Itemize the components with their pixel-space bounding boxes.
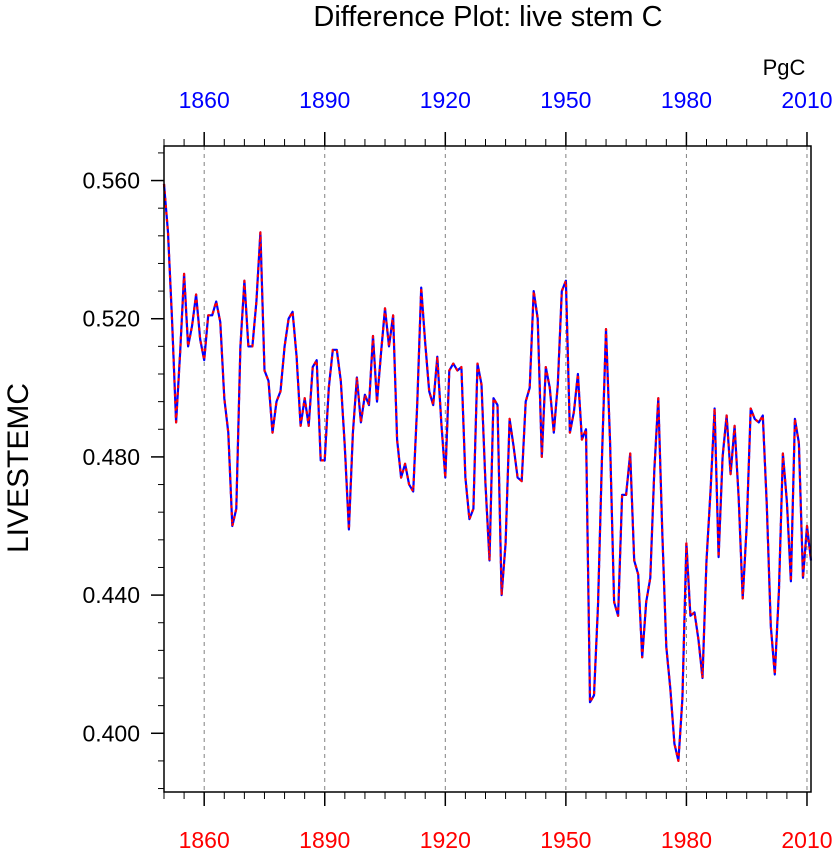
bottom-axis-tick-labels: 1860 1890 1920 1950 1980 2010 — [179, 827, 833, 853]
top-x-tick-label: 1920 — [420, 87, 471, 113]
top-x-tick-label: 1860 — [179, 87, 230, 113]
top-x-tick-label: 1950 — [540, 87, 591, 113]
bottom-x-tick-label: 1860 — [179, 827, 230, 853]
series-case-line — [162, 183, 813, 763]
top-axis-tick-labels: 1860 1890 1920 1950 1980 2010 — [179, 87, 833, 113]
top-x-tick-label: 2010 — [781, 87, 832, 113]
minor-ticks — [158, 139, 788, 799]
y-tick-label: 0.480 — [82, 444, 140, 470]
y-tick-label: 0.440 — [82, 582, 140, 608]
major-ticks — [151, 132, 808, 806]
y-tick-label: 0.560 — [82, 168, 140, 194]
bottom-x-tick-label: 2010 — [781, 827, 832, 853]
top-x-tick-label: 1980 — [661, 87, 712, 113]
bottom-x-tick-label: 1980 — [661, 827, 712, 853]
y-tick-label: 0.520 — [82, 306, 140, 332]
y-axis-title: LIVESTEMC — [2, 383, 35, 553]
y-tick-label: 0.400 — [82, 720, 140, 746]
bottom-x-tick-label: 1920 — [420, 827, 471, 853]
series-control-line — [162, 183, 813, 763]
top-x-tick-label: 1890 — [299, 87, 350, 113]
chart-title: Difference Plot: live stem C — [313, 1, 662, 33]
units-label: PgC — [763, 55, 806, 80]
plot-frame — [163, 145, 812, 793]
y-tick-labels: 0.400 0.440 0.480 0.520 0.560 — [82, 168, 140, 747]
bottom-x-tick-label: 1890 — [299, 827, 350, 853]
bottom-x-tick-label: 1950 — [540, 827, 591, 853]
